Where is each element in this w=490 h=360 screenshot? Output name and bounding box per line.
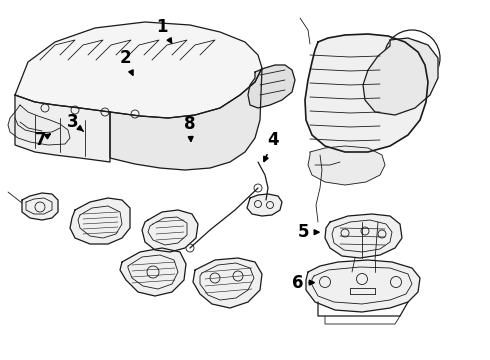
Text: 5: 5 [298,223,319,241]
Text: 2: 2 [119,49,133,75]
Text: 4: 4 [264,131,279,161]
Text: 8: 8 [184,115,196,141]
Polygon shape [305,34,428,152]
Polygon shape [248,65,295,108]
Polygon shape [306,260,420,312]
Polygon shape [325,214,402,258]
Polygon shape [15,95,110,162]
Polygon shape [15,22,262,118]
Circle shape [335,157,345,167]
Polygon shape [363,38,438,115]
Polygon shape [193,258,262,308]
Polygon shape [70,198,130,244]
Text: 7: 7 [35,131,50,149]
Polygon shape [120,248,186,296]
Polygon shape [308,146,385,185]
Polygon shape [142,210,198,252]
Polygon shape [247,194,282,216]
Polygon shape [22,193,58,220]
Text: 1: 1 [156,18,171,43]
Polygon shape [110,68,262,170]
Polygon shape [8,105,70,145]
Text: 6: 6 [292,274,314,292]
Text: 3: 3 [67,113,83,131]
